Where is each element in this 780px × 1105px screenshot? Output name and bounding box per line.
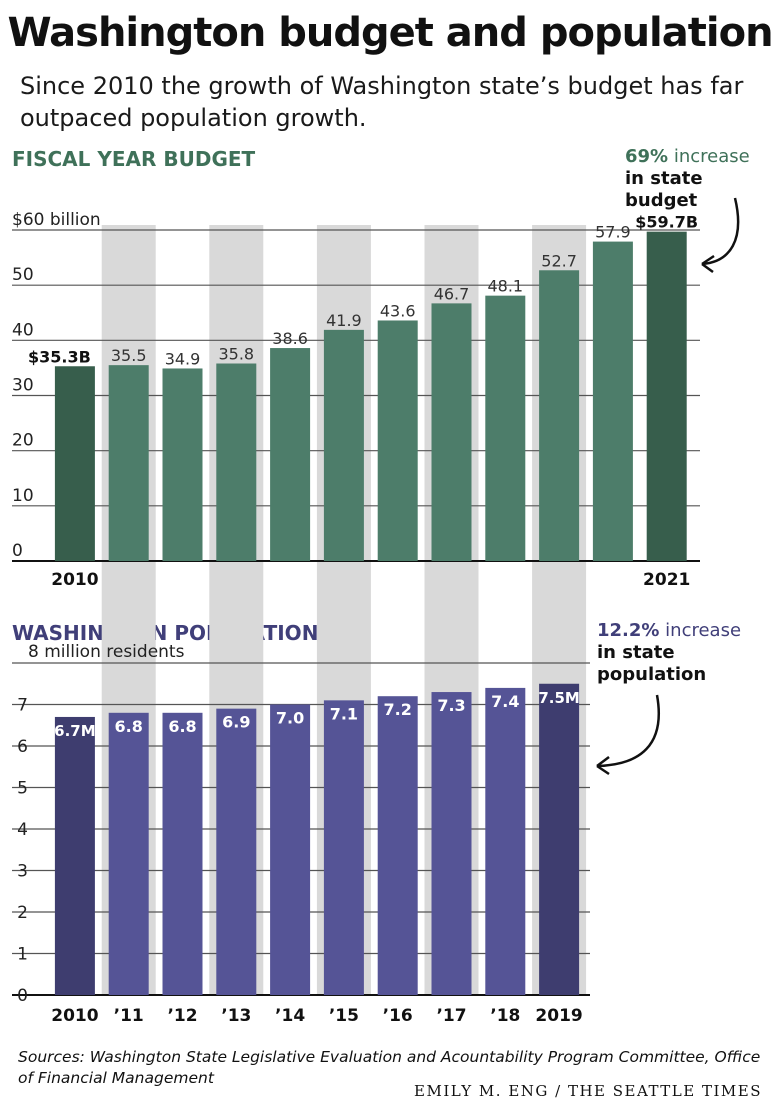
chart-title: Washington budget and population xyxy=(7,10,773,56)
budget-value-label: 41.9 xyxy=(326,311,362,330)
population-y-tick-label: 2 xyxy=(17,903,28,923)
population-y-tick-label: 4 xyxy=(17,820,28,840)
budget-section-title: FISCAL YEAR BUDGET xyxy=(12,147,256,171)
budget-value-label: 38.6 xyxy=(272,329,308,348)
population-bar xyxy=(216,708,257,995)
budget-bar xyxy=(108,365,149,561)
population-x-tick-label: ’15 xyxy=(329,1006,359,1026)
population-increase-percent: 12.2% xyxy=(597,620,660,641)
budget-bar xyxy=(539,270,580,561)
budget-y-tick-label: 50 xyxy=(12,265,34,285)
population-x-tick-label: ’12 xyxy=(167,1006,197,1026)
budget-y-tick-label: 10 xyxy=(12,486,34,506)
population-value-label: 6.8 xyxy=(115,717,143,736)
population-x-tick-label: ’14 xyxy=(275,1006,305,1026)
population-value-label: 7.4 xyxy=(491,692,519,711)
population-value-label: 7.1 xyxy=(330,704,358,723)
population-value-label: 7.2 xyxy=(384,700,412,719)
population-y-tick-label: 3 xyxy=(17,862,28,882)
population-value-label: 7.0 xyxy=(276,709,304,728)
population-x-tick-label: ’11 xyxy=(114,1006,144,1026)
population-y-tick-label: 7 xyxy=(17,696,28,716)
population-x-tick-label: ’18 xyxy=(490,1006,520,1026)
budget-value-label: 52.7 xyxy=(541,251,577,270)
budget-bar xyxy=(54,366,95,561)
population-y-tick-label: 1 xyxy=(17,945,28,965)
population-bar xyxy=(54,716,95,995)
budget-increase-line2: in state budget xyxy=(625,168,703,211)
population-section-title: WASHINGTON POPULATION xyxy=(12,621,319,645)
population-x-tick-label: ’17 xyxy=(436,1006,466,1026)
budget-increase-word: increase xyxy=(668,146,750,167)
population-callout-arrowhead xyxy=(596,756,610,776)
budget-y-tick-label: 0 xyxy=(12,541,23,561)
budget-y-tick-label: 40 xyxy=(12,320,34,340)
sources-note: Sources: Washington State Legislative Ev… xyxy=(18,1048,761,1087)
budget-bar xyxy=(270,348,311,561)
population-x-tick-label: 2019 xyxy=(535,1006,582,1026)
population-bar xyxy=(377,696,418,995)
population-bar xyxy=(431,692,472,995)
budget-increase-percent: 69% xyxy=(625,146,669,167)
budget-bar xyxy=(592,241,633,561)
budget-callout-arrowhead xyxy=(701,254,715,274)
budget-value-label: 43.6 xyxy=(380,301,416,320)
budget-value-label: 46.7 xyxy=(434,284,470,303)
budget-x-tick-label: 2021 xyxy=(643,570,690,590)
population-y-tick-label: 8 million residents xyxy=(28,642,185,662)
population-increase-word: increase xyxy=(659,620,742,641)
population-x-tick-label: ’13 xyxy=(221,1006,251,1026)
population-bar xyxy=(108,712,149,995)
population-value-label: 6.8 xyxy=(168,717,196,736)
budget-y-tick-label: 30 xyxy=(12,376,34,396)
budget-value-label: 57.9 xyxy=(595,223,631,242)
population-y-tick-label: 0 xyxy=(17,986,28,1006)
budget-bar xyxy=(485,295,526,561)
budget-value-label: 48.1 xyxy=(487,277,523,296)
budget-bar xyxy=(323,329,364,561)
population-value-label: 6.7M xyxy=(54,722,96,740)
budget-bar xyxy=(431,303,472,561)
budget-y-tick-label: $60 billion xyxy=(12,210,101,230)
population-bar xyxy=(162,712,203,995)
budget-value-label: $59.7B xyxy=(635,213,698,232)
budget-y-tick-label: 20 xyxy=(12,431,34,451)
population-bar xyxy=(485,687,526,995)
budget-bar xyxy=(216,363,257,561)
population-increase-line3: population xyxy=(597,664,707,685)
population-y-tick-label: 5 xyxy=(17,779,28,799)
population-value-label: 6.9 xyxy=(222,713,250,732)
population-bar xyxy=(270,704,311,995)
budget-callout-arrow xyxy=(701,197,740,266)
population-value-label: 7.3 xyxy=(437,696,465,715)
budget-bar xyxy=(377,320,418,561)
budget-value-label: 34.9 xyxy=(165,349,201,368)
budget-value-label: $35.3B xyxy=(28,347,91,366)
population-x-tick-label: 2010 xyxy=(51,1006,98,1026)
population-increase-line2: in state xyxy=(597,642,675,663)
population-y-tick-label: 6 xyxy=(17,737,28,757)
budget-bar xyxy=(646,231,687,561)
budget-x-tick-label: 2010 xyxy=(51,570,98,590)
budget-value-label: 35.8 xyxy=(218,345,254,364)
population-bar xyxy=(323,700,364,995)
population-increase-note: 12.2% increase in state population xyxy=(597,620,777,686)
budget-increase-note: 69% increase in state budget xyxy=(625,146,775,212)
budget-bar xyxy=(162,368,203,561)
population-bar xyxy=(539,683,580,995)
credit-line: EMILY M. ENG / THE SEATTLE TIMES xyxy=(414,1082,762,1100)
budget-value-label: 35.5 xyxy=(111,346,147,365)
chart-subtitle: Since 2010 the growth of Washington stat… xyxy=(20,72,744,132)
population-x-tick-label: ’16 xyxy=(383,1006,413,1026)
population-value-label: 7.5M xyxy=(538,689,580,707)
population-callout-arrow xyxy=(596,694,660,768)
